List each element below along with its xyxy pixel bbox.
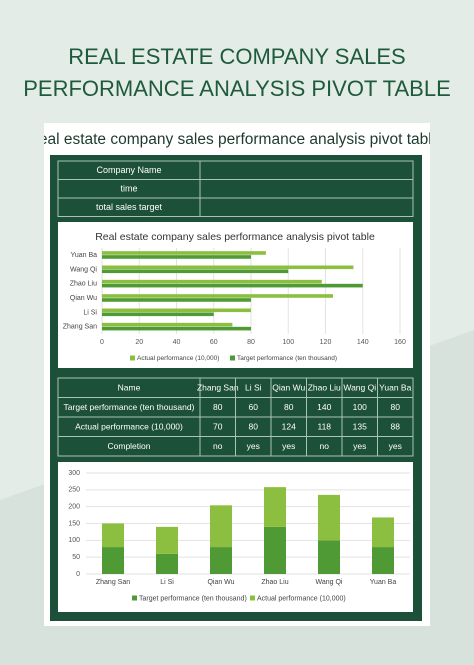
bar	[102, 255, 251, 259]
table-cell-text: 135	[353, 422, 367, 432]
bar-segment	[210, 547, 232, 574]
y-tick-label: Yuan Ba	[71, 252, 98, 259]
bar	[102, 265, 354, 270]
bar	[102, 283, 363, 288]
bar	[102, 298, 251, 302]
y-tick-label: Zhao Liu	[70, 281, 97, 288]
legend-swatch	[250, 595, 255, 601]
table-cell-text: 80	[284, 402, 294, 412]
x-tick-label: Qian Wu	[207, 579, 234, 586]
table-cell-text: 88	[391, 422, 401, 432]
bar-segment	[318, 494, 340, 541]
table-header: Zhao Liu	[308, 383, 341, 393]
table-cell-text: Completion	[108, 441, 151, 451]
legend-label: Actual performance (10,000)	[137, 355, 219, 362]
x-tick-label: 140	[357, 339, 369, 346]
x-tick-label: 40	[173, 339, 181, 346]
y-tick-label: 0	[76, 571, 80, 578]
x-tick-label: 160	[394, 339, 406, 346]
x-tick-label: 0	[100, 339, 104, 346]
table-header: Yuan Ba	[379, 383, 411, 393]
table-cell-text: 80	[213, 402, 223, 412]
bar-segment	[156, 526, 178, 554]
x-tick-label: Zhao Liu	[261, 579, 288, 586]
y-tick-label: 200	[68, 504, 80, 511]
bar-segment	[372, 547, 394, 574]
table-cell-text: no	[213, 441, 223, 451]
table-cell-text: 124	[282, 422, 296, 432]
table-cell-text: Actual performance (10,000)	[75, 422, 183, 432]
table-cell-text: yes	[389, 441, 402, 451]
bar	[102, 322, 233, 327]
bar	[102, 279, 322, 284]
table-header: Name	[118, 383, 141, 393]
x-tick-label: 80	[247, 339, 255, 346]
x-tick-label: Yuan Ba	[370, 579, 397, 586]
x-tick-label: Wang Qi	[316, 579, 343, 586]
table-header: Qian Wu	[272, 383, 305, 393]
x-tick-label: 120	[320, 339, 332, 346]
table-cell-text: 60	[249, 402, 259, 412]
bar-segment	[264, 526, 286, 574]
bar	[102, 294, 333, 298]
x-tick-label: Zhang San	[96, 579, 130, 586]
x-tick-label: Li Si	[160, 579, 174, 586]
y-tick-label: Qian Wu	[70, 295, 97, 302]
info-cell	[199, 197, 414, 217]
sheet-title: real estate company sales performance an…	[34, 131, 441, 148]
bar-segment	[372, 517, 394, 548]
bar-segment	[102, 547, 124, 574]
y-tick-label: Li Si	[83, 309, 97, 316]
x-tick-label: 100	[282, 339, 294, 346]
bar	[102, 326, 251, 331]
legend-label: Actual performance (10,000)	[257, 595, 346, 602]
info-label: total sales target	[96, 202, 163, 212]
bar-segment	[102, 523, 124, 548]
y-tick-label: 50	[72, 554, 80, 561]
table-cell-text: no	[320, 441, 330, 451]
bar	[102, 312, 214, 317]
table-cell	[377, 436, 414, 457]
bar	[102, 269, 289, 274]
bar-segment	[264, 487, 286, 527]
table-header: Li Si	[245, 383, 262, 393]
table-header: Zhang San	[197, 383, 239, 393]
x-tick-label: 20	[135, 339, 143, 346]
bar	[102, 251, 266, 255]
page-title: REAL ESTATE COMPANY SALES	[68, 44, 405, 69]
table-header: Wang Qi	[343, 383, 376, 393]
table-cell-text: yes	[247, 441, 260, 451]
y-tick-label: 250	[68, 487, 80, 494]
y-tick-label: Zhang San	[63, 324, 97, 331]
table-cell-text: Target performance (ten thousand)	[64, 402, 195, 412]
chart-title: Real estate company sales performance an…	[95, 231, 375, 243]
table-cell-text: 80	[249, 422, 259, 432]
y-tick-label: 100	[68, 537, 80, 544]
bar-segment	[156, 553, 178, 574]
legend-swatch	[132, 595, 137, 601]
info-label: Company Name	[96, 165, 161, 175]
table-cell-text: 80	[391, 402, 401, 412]
table-cell-text: 70	[213, 422, 223, 432]
x-tick-label: 60	[210, 339, 218, 346]
legend-swatch	[230, 355, 235, 361]
y-tick-label: Wang Qi	[70, 266, 97, 273]
bar	[102, 308, 251, 313]
legend-label: Target performance (ten thousand)	[237, 355, 337, 362]
page-title: PERFORMANCE ANALYSIS PIVOT TABLE	[23, 76, 451, 101]
bar-segment	[210, 505, 232, 548]
table-cell-text: yes	[353, 441, 366, 451]
table-cell-text: 100	[353, 402, 367, 412]
legend-swatch	[130, 355, 135, 361]
legend-label: Target performance (ten thousand)	[139, 595, 247, 602]
y-tick-label: 300	[68, 470, 80, 477]
table-cell-text: yes	[282, 441, 295, 451]
info-label: time	[120, 183, 137, 193]
bar-segment	[318, 540, 340, 574]
y-tick-label: 150	[68, 520, 80, 527]
table-cell-text: 140	[317, 402, 331, 412]
table-cell-text: 118	[317, 422, 331, 432]
